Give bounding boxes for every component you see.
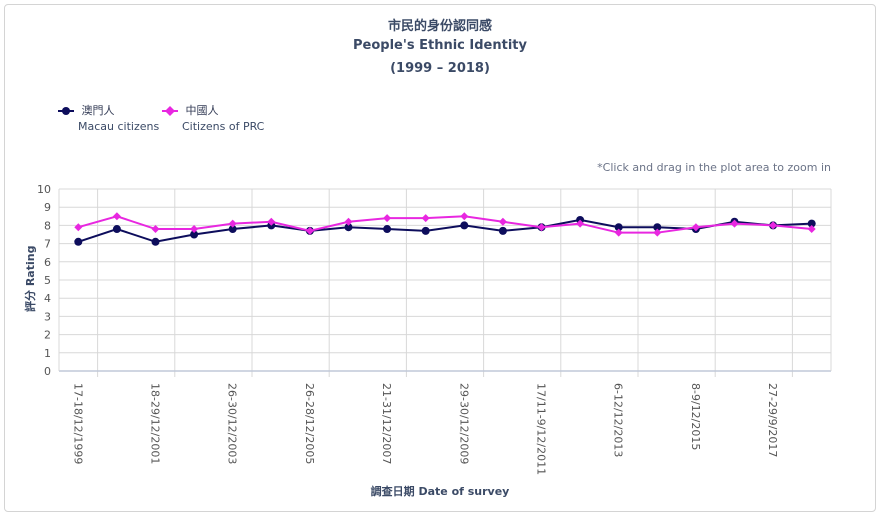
data-point[interactable] bbox=[614, 228, 623, 237]
data-point[interactable] bbox=[112, 212, 121, 221]
diamond-marker-icon bbox=[162, 106, 178, 116]
data-point[interactable] bbox=[305, 226, 314, 235]
x-tick-label: 21-31/12/2007 bbox=[380, 383, 393, 464]
data-point[interactable] bbox=[151, 225, 160, 234]
chart-container bbox=[4, 4, 876, 512]
y-tick-label: 9 bbox=[44, 201, 51, 214]
data-point[interactable] bbox=[383, 214, 392, 223]
legend-label-macau-zh: 澳門人 bbox=[81, 104, 115, 117]
x-tick-label: 18-29/12/2001 bbox=[149, 383, 162, 464]
data-point[interactable] bbox=[498, 226, 507, 235]
legend-item-macau[interactable]: 澳門人 Macau citizens bbox=[58, 102, 159, 133]
y-tick-label: 5 bbox=[44, 274, 51, 287]
y-tick-label: 10 bbox=[37, 183, 51, 196]
y-tick-label: 0 bbox=[44, 365, 51, 378]
data-point[interactable] bbox=[74, 237, 83, 246]
data-point[interactable] bbox=[112, 225, 121, 234]
y-tick-label: 8 bbox=[44, 219, 51, 232]
data-point[interactable] bbox=[807, 219, 816, 228]
y-tick-label: 7 bbox=[44, 238, 51, 251]
legend-label-prc-en: Citizens of PRC bbox=[182, 120, 265, 133]
chart-title-range: (1999 – 2018) bbox=[390, 61, 490, 76]
data-point[interactable] bbox=[730, 219, 739, 228]
data-point[interactable] bbox=[228, 219, 237, 228]
y-axis-title: 評分 Rating bbox=[24, 245, 37, 312]
legend-label-prc-zh: 中國人 bbox=[185, 104, 219, 117]
y-tick-label: 2 bbox=[44, 329, 51, 342]
x-tick-label: 8-9/12/2015 bbox=[689, 383, 702, 450]
x-tick-label: 27-29/9/2017 bbox=[766, 383, 779, 457]
data-point[interactable] bbox=[190, 230, 199, 239]
series-line-1[interactable] bbox=[78, 215, 812, 234]
chart-title-zh: 市民的身份認同感 bbox=[387, 19, 492, 34]
data-point[interactable] bbox=[383, 225, 392, 234]
circle-marker-icon bbox=[58, 107, 74, 115]
data-point[interactable] bbox=[344, 223, 353, 232]
data-point[interactable] bbox=[498, 217, 507, 226]
x-tick-label: 26-28/12/2005 bbox=[303, 383, 316, 464]
x-tick-label: 6-12/12/2013 bbox=[612, 383, 625, 457]
data-point[interactable] bbox=[576, 219, 585, 228]
x-tick-label: 29-30/12/2009 bbox=[457, 383, 470, 464]
data-point[interactable] bbox=[653, 223, 662, 232]
y-tick-label: 4 bbox=[44, 292, 51, 305]
data-point[interactable] bbox=[421, 214, 430, 223]
data-point[interactable] bbox=[460, 212, 469, 221]
data-point[interactable] bbox=[614, 223, 623, 232]
x-tick-label: 26-30/12/2003 bbox=[226, 383, 239, 464]
y-tick-label: 6 bbox=[44, 256, 51, 269]
data-point[interactable] bbox=[769, 221, 778, 230]
data-point[interactable] bbox=[691, 223, 700, 232]
y-tick-label: 3 bbox=[44, 310, 51, 323]
zoom-hint: *Click and drag in the plot area to zoom… bbox=[597, 161, 831, 174]
data-point[interactable] bbox=[74, 223, 83, 232]
data-point[interactable] bbox=[190, 225, 199, 234]
legend-label-macau-en: Macau citizens bbox=[78, 120, 160, 133]
series-line-0[interactable] bbox=[77, 218, 812, 243]
data-point[interactable] bbox=[421, 226, 430, 235]
data-point[interactable] bbox=[151, 237, 160, 246]
data-point[interactable] bbox=[460, 221, 469, 230]
data-point[interactable] bbox=[267, 217, 276, 226]
data-point[interactable] bbox=[653, 228, 662, 237]
legend-item-prc[interactable]: 中國人 Citizens of PRC bbox=[162, 102, 264, 133]
data-point[interactable] bbox=[807, 225, 816, 234]
data-point[interactable] bbox=[228, 225, 237, 234]
x-tick-label: 17-18/12/1999 bbox=[71, 383, 84, 464]
x-axis-title: 調查日期 Date of survey bbox=[370, 485, 510, 498]
x-tick-label: 17/11-9/12/2011 bbox=[535, 383, 548, 475]
data-point[interactable] bbox=[344, 217, 353, 226]
chart-title-en: People's Ethnic Identity bbox=[353, 38, 527, 53]
data-point[interactable] bbox=[537, 223, 546, 232]
y-tick-label: 1 bbox=[44, 347, 51, 360]
